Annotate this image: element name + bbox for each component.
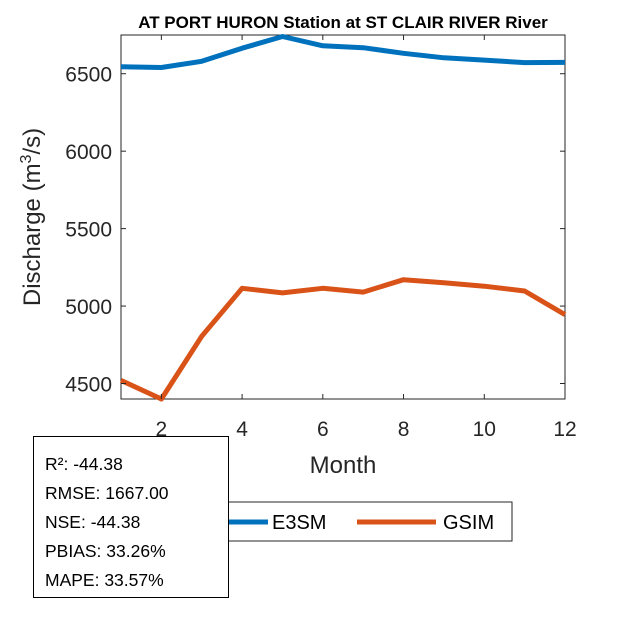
chart-title: AT PORT HURON Station at ST CLAIR RIVER …	[138, 13, 548, 32]
y-axis-label-text: Discharge	[19, 198, 46, 306]
y-axis-label-unit-suffix: /s)	[19, 128, 46, 155]
stat-nse: NSE: -44.38	[45, 512, 141, 532]
x-tick-label: 2	[156, 418, 168, 441]
series-line-e3sm	[120, 34, 566, 70]
x-axis-label: Month	[310, 452, 377, 479]
stat-rmse: RMSE: 1667.00	[45, 483, 169, 503]
y-tick-label: 6500	[65, 64, 112, 87]
y-tick-label: 4500	[65, 374, 112, 397]
y-tick-label: 5500	[65, 219, 112, 242]
series-layer	[119, 34, 567, 402]
tick-layer: 2 4 6 8 10 12 4500 5000 5500 6000 6500	[65, 35, 577, 441]
y-axis-label-unit-prefix: (m	[19, 163, 46, 191]
x-tick-label: 4	[236, 418, 248, 441]
stat-mape: MAPE: 33.57%	[45, 570, 164, 590]
stat-r2: R²: -44.38	[45, 454, 123, 474]
y-axis-label-unit-exp: 3	[18, 154, 35, 163]
legend-label-gsim: GSIM	[443, 512, 494, 534]
x-tick-label: 10	[473, 418, 496, 441]
x-tick-label: 6	[317, 418, 329, 441]
plot-area	[120, 34, 566, 400]
stats-box: R²: -44.38 RMSE: 1667.00 NSE: -44.38 PBI…	[33, 436, 229, 598]
x-tick-label: 12	[553, 418, 576, 441]
x-tick-label: 8	[398, 418, 410, 441]
y-tick-label: 5000	[65, 296, 112, 319]
series-line-gsim	[119, 277, 567, 402]
legend-label-e3sm: E3SM	[272, 512, 326, 534]
legend: E3SM GSIM	[214, 501, 513, 542]
y-tick-label: 6000	[65, 141, 112, 164]
stat-pbias: PBIAS: 33.26%	[45, 541, 166, 561]
y-axis-label: Discharge (m3/s)	[18, 128, 46, 306]
